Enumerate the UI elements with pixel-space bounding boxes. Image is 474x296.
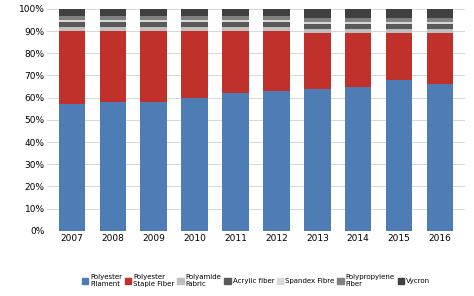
Bar: [386, 29, 412, 33]
Bar: [386, 80, 412, 231]
Bar: [140, 15, 167, 20]
Bar: [100, 15, 126, 20]
Bar: [59, 27, 85, 31]
Bar: [140, 102, 167, 231]
Bar: [59, 31, 85, 104]
Bar: [427, 33, 453, 84]
Bar: [59, 9, 85, 15]
Bar: [263, 9, 290, 15]
Bar: [222, 31, 249, 93]
Bar: [100, 20, 126, 22]
Bar: [100, 9, 126, 15]
Bar: [386, 25, 412, 29]
Bar: [100, 27, 126, 31]
Bar: [222, 15, 249, 20]
Bar: [263, 22, 290, 27]
Bar: [182, 20, 208, 22]
Bar: [222, 27, 249, 31]
Bar: [345, 22, 372, 24]
Bar: [222, 9, 249, 15]
Bar: [386, 9, 412, 18]
Bar: [386, 33, 412, 80]
Bar: [386, 18, 412, 22]
Bar: [263, 20, 290, 22]
Bar: [427, 29, 453, 33]
Bar: [182, 22, 208, 27]
Legend: Polyester
Filament, Polyester
Staple Fiber, Polyamide
Fabric, Acrylic fiber, Spa: Polyester Filament, Polyester Staple Fib…: [82, 274, 430, 287]
Bar: [345, 29, 372, 33]
Bar: [304, 18, 330, 22]
Bar: [263, 91, 290, 231]
Bar: [304, 22, 330, 24]
Bar: [140, 27, 167, 31]
Bar: [140, 20, 167, 22]
Bar: [182, 15, 208, 20]
Bar: [222, 93, 249, 231]
Bar: [345, 25, 372, 29]
Bar: [100, 102, 126, 231]
Bar: [304, 33, 330, 89]
Bar: [182, 31, 208, 98]
Bar: [182, 27, 208, 31]
Bar: [263, 27, 290, 31]
Bar: [140, 9, 167, 15]
Bar: [304, 25, 330, 29]
Bar: [59, 22, 85, 27]
Bar: [222, 20, 249, 22]
Bar: [427, 22, 453, 24]
Bar: [59, 20, 85, 22]
Bar: [59, 15, 85, 20]
Bar: [304, 9, 330, 18]
Bar: [263, 31, 290, 91]
Bar: [427, 84, 453, 231]
Bar: [182, 9, 208, 15]
Bar: [345, 86, 372, 231]
Bar: [59, 104, 85, 231]
Bar: [263, 15, 290, 20]
Bar: [386, 22, 412, 24]
Bar: [345, 9, 372, 18]
Bar: [304, 29, 330, 33]
Bar: [100, 31, 126, 102]
Bar: [304, 89, 330, 231]
Bar: [222, 22, 249, 27]
Bar: [182, 98, 208, 231]
Bar: [345, 18, 372, 22]
Bar: [427, 9, 453, 18]
Bar: [345, 33, 372, 86]
Bar: [140, 31, 167, 102]
Bar: [100, 22, 126, 27]
Bar: [427, 25, 453, 29]
Bar: [140, 22, 167, 27]
Bar: [427, 18, 453, 22]
